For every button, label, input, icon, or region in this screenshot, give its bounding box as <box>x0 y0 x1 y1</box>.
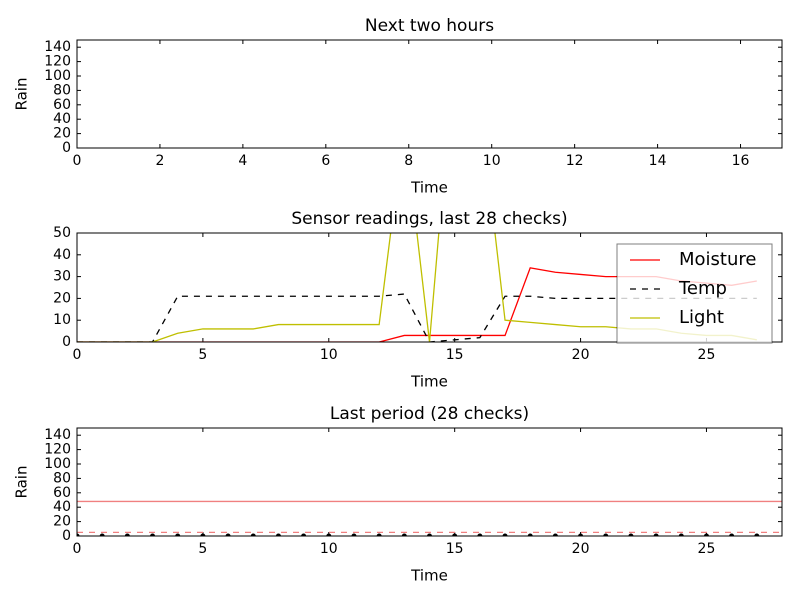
x-tick-label: 10 <box>320 541 338 557</box>
series-marker <box>150 533 156 536</box>
y-tick-label: 40 <box>53 111 71 127</box>
y-tick-label: 60 <box>53 485 71 501</box>
series-marker <box>326 533 332 536</box>
y-tick-label: 20 <box>53 290 71 306</box>
series-marker <box>502 533 508 536</box>
series-marker <box>250 533 256 536</box>
y-tick-label: 0 <box>62 334 71 350</box>
series-marker <box>301 533 307 536</box>
x-tick-label: 20 <box>572 347 590 363</box>
y-tick-label: 50 <box>53 225 71 241</box>
legend-label: Temp <box>678 278 727 299</box>
legend: Moisture Temp Light <box>616 243 773 344</box>
series-marker <box>124 533 130 536</box>
y-tick-label: 140 <box>44 39 71 55</box>
x-tick-label: 0 <box>73 347 82 363</box>
y-axis-label: Rain <box>13 78 31 111</box>
series-marker <box>452 533 458 536</box>
y-tick-label: 40 <box>53 499 71 515</box>
series-marker <box>225 533 231 536</box>
x-axis-label: Time <box>410 179 448 197</box>
x-tick-label: 4 <box>238 153 247 169</box>
y-tick-label: 0 <box>62 140 71 156</box>
y-tick-label: 120 <box>44 54 71 70</box>
x-tick-label: 0 <box>73 153 82 169</box>
chart-title: Sensor readings, last 28 checks) <box>291 209 567 229</box>
x-tick-label: 25 <box>698 541 716 557</box>
y-tick-label: 30 <box>53 269 71 285</box>
series-marker <box>603 533 609 536</box>
axes-frame <box>76 427 783 537</box>
y-tick-label: 100 <box>44 68 71 84</box>
y-tick-label: 120 <box>44 442 71 458</box>
x-axis-label: Time <box>410 373 448 391</box>
x-tick-label: 10 <box>320 347 338 363</box>
x-tick-label: 12 <box>566 153 584 169</box>
x-tick-label: 10 <box>483 153 501 169</box>
series-marker <box>77 533 80 536</box>
series-marker <box>653 533 659 536</box>
y-axis-label: Rain <box>13 466 31 499</box>
y-tick-label: 10 <box>53 312 71 328</box>
legend-label: Light <box>679 307 724 328</box>
series-marker <box>175 533 181 536</box>
series-marker <box>376 533 382 536</box>
series-marker <box>703 533 709 536</box>
y-tick-label: 60 <box>53 97 71 113</box>
x-tick-label: 20 <box>572 541 590 557</box>
y-tick-label: 20 <box>53 126 71 142</box>
series-marker <box>578 533 584 536</box>
subplot: Last period (28 checks) Time Rain 0 5 10 15 20 2… <box>13 404 783 585</box>
series-marker <box>527 533 533 536</box>
y-tick-label: 20 <box>53 514 71 530</box>
plot-area <box>77 500 782 536</box>
series-marker <box>754 533 760 536</box>
x-tick-label: 16 <box>732 153 750 169</box>
x-tick-label: 6 <box>321 153 330 169</box>
axes-frame <box>76 232 783 343</box>
subplot: Next two hours Time Rain 0 2 4 6 8 10 12 14 16 02040… <box>13 16 783 197</box>
series-marker <box>200 533 206 536</box>
series-marker <box>401 533 407 536</box>
x-tick-label: 8 <box>404 153 413 169</box>
y-tick-label: 0 <box>62 528 71 544</box>
series-marker <box>552 533 558 536</box>
y-tick-label: 140 <box>44 427 71 443</box>
series-marker <box>99 533 105 536</box>
y-tick-label: 40 <box>53 247 71 263</box>
legend-label: Moisture <box>679 249 756 270</box>
y-tick-label: 80 <box>53 470 71 486</box>
x-tick-label: 15 <box>446 347 464 363</box>
y-tick-label: 100 <box>44 456 71 472</box>
x-tick-label: 14 <box>649 153 667 169</box>
chart-title: Next two hours <box>365 16 494 36</box>
x-tick-label: 0 <box>73 541 82 557</box>
x-tick-label: 5 <box>198 541 207 557</box>
x-tick-label: 5 <box>198 347 207 363</box>
series-marker <box>678 533 684 536</box>
series-marker <box>351 533 357 536</box>
series-marker <box>275 533 281 536</box>
x-axis-label: Time <box>410 567 448 585</box>
series-marker <box>477 533 483 536</box>
y-tick-label: 80 <box>53 82 71 98</box>
series-marker <box>628 533 634 536</box>
x-tick-label: 15 <box>446 541 464 557</box>
x-tick-label: 25 <box>698 347 716 363</box>
series-marker <box>729 533 735 536</box>
series-marker <box>427 533 432 536</box>
subplot: Sensor readings, last 28 checks) Time 0 5 10… <box>53 209 783 391</box>
chart-title: Last period (28 checks) <box>330 404 529 424</box>
axes-frame <box>76 39 783 149</box>
x-tick-label: 2 <box>155 153 164 169</box>
